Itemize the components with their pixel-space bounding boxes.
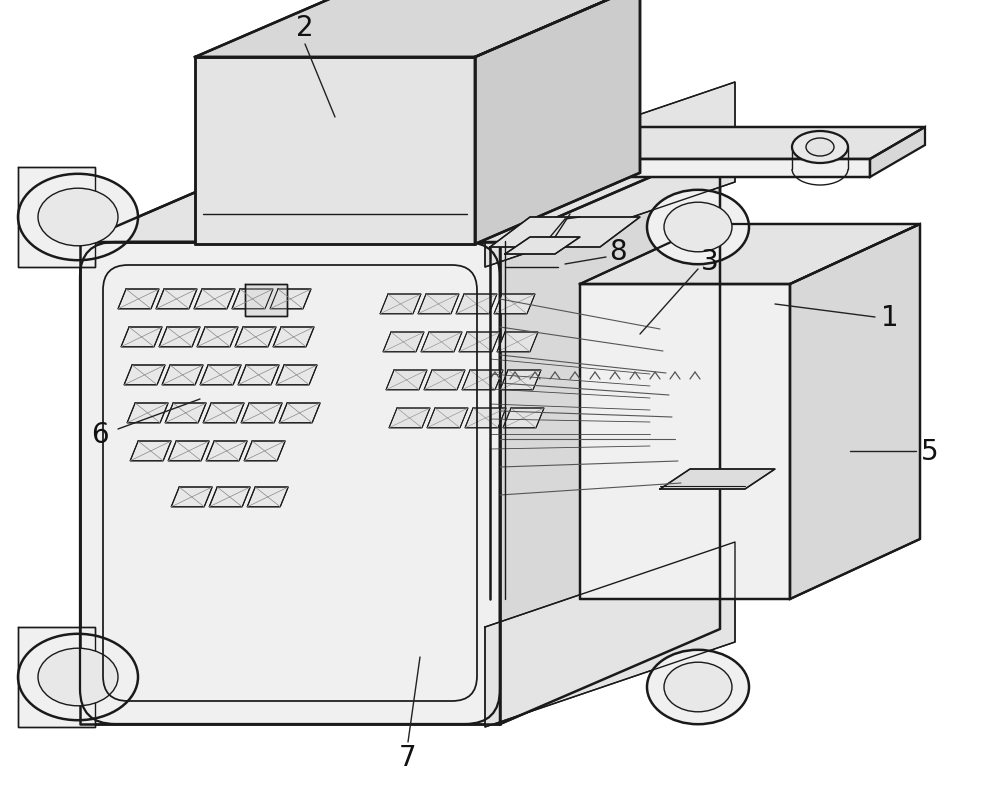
Polygon shape bbox=[505, 238, 580, 255]
Polygon shape bbox=[245, 285, 287, 316]
Polygon shape bbox=[118, 290, 159, 310]
Polygon shape bbox=[130, 441, 171, 461]
Polygon shape bbox=[124, 366, 165, 385]
Polygon shape bbox=[870, 128, 925, 178]
Polygon shape bbox=[80, 242, 500, 724]
Polygon shape bbox=[273, 328, 314, 347]
Polygon shape bbox=[790, 225, 920, 599]
Polygon shape bbox=[159, 328, 200, 347]
Ellipse shape bbox=[806, 139, 834, 157]
Polygon shape bbox=[485, 543, 735, 727]
Ellipse shape bbox=[647, 650, 749, 724]
Polygon shape bbox=[580, 285, 790, 599]
Polygon shape bbox=[427, 409, 468, 428]
Ellipse shape bbox=[664, 203, 732, 252]
Polygon shape bbox=[418, 294, 459, 315]
Polygon shape bbox=[389, 409, 430, 428]
Polygon shape bbox=[195, 58, 475, 245]
Polygon shape bbox=[380, 294, 421, 315]
Polygon shape bbox=[421, 333, 462, 352]
Polygon shape bbox=[206, 441, 247, 461]
Text: 2: 2 bbox=[296, 14, 314, 42]
Text: 6: 6 bbox=[91, 420, 109, 448]
Polygon shape bbox=[235, 328, 276, 347]
Polygon shape bbox=[480, 128, 925, 160]
Polygon shape bbox=[475, 0, 640, 245]
Ellipse shape bbox=[38, 189, 118, 247]
Polygon shape bbox=[238, 366, 279, 385]
Polygon shape bbox=[156, 290, 197, 310]
Text: 8: 8 bbox=[609, 238, 627, 266]
Polygon shape bbox=[490, 217, 640, 247]
Polygon shape bbox=[241, 404, 282, 423]
Ellipse shape bbox=[792, 132, 848, 164]
Polygon shape bbox=[459, 333, 500, 352]
Polygon shape bbox=[480, 160, 870, 178]
Polygon shape bbox=[18, 627, 95, 727]
Polygon shape bbox=[194, 290, 235, 310]
Polygon shape bbox=[162, 366, 203, 385]
Polygon shape bbox=[276, 366, 317, 385]
Polygon shape bbox=[270, 290, 311, 310]
Polygon shape bbox=[465, 409, 506, 428]
Polygon shape bbox=[660, 470, 775, 489]
Polygon shape bbox=[500, 371, 541, 390]
Text: 7: 7 bbox=[399, 743, 417, 771]
Polygon shape bbox=[247, 487, 288, 507]
Polygon shape bbox=[500, 148, 720, 724]
Polygon shape bbox=[580, 225, 920, 285]
Polygon shape bbox=[503, 409, 544, 428]
Polygon shape bbox=[424, 371, 465, 390]
Polygon shape bbox=[168, 441, 209, 461]
Ellipse shape bbox=[38, 649, 118, 706]
Polygon shape bbox=[203, 404, 244, 423]
Polygon shape bbox=[80, 148, 720, 242]
Ellipse shape bbox=[647, 191, 749, 265]
Polygon shape bbox=[494, 294, 535, 315]
Polygon shape bbox=[462, 371, 503, 390]
Polygon shape bbox=[127, 404, 168, 423]
Polygon shape bbox=[200, 366, 241, 385]
Polygon shape bbox=[195, 0, 640, 58]
Ellipse shape bbox=[18, 174, 138, 261]
Polygon shape bbox=[497, 333, 538, 352]
Polygon shape bbox=[244, 441, 285, 461]
Polygon shape bbox=[279, 404, 320, 423]
Polygon shape bbox=[171, 487, 212, 507]
Polygon shape bbox=[485, 83, 735, 268]
Polygon shape bbox=[209, 487, 250, 507]
Polygon shape bbox=[383, 333, 424, 352]
Polygon shape bbox=[165, 404, 206, 423]
Polygon shape bbox=[232, 290, 273, 310]
Text: 5: 5 bbox=[921, 437, 939, 466]
Polygon shape bbox=[456, 294, 497, 315]
Polygon shape bbox=[121, 328, 162, 347]
Text: 3: 3 bbox=[701, 247, 719, 276]
Text: 1: 1 bbox=[881, 303, 899, 332]
Polygon shape bbox=[197, 328, 238, 347]
Polygon shape bbox=[18, 168, 95, 268]
Polygon shape bbox=[386, 371, 427, 390]
Ellipse shape bbox=[664, 663, 732, 712]
Ellipse shape bbox=[18, 634, 138, 720]
